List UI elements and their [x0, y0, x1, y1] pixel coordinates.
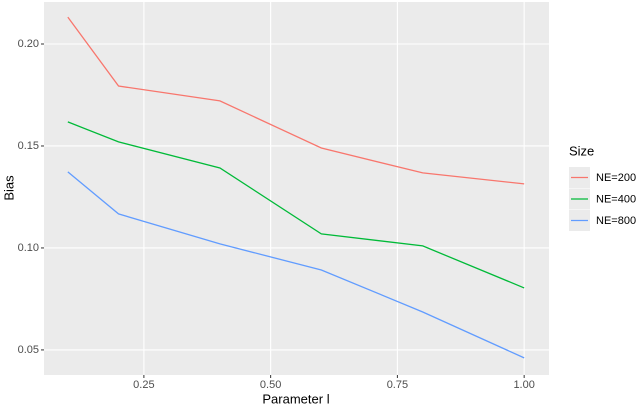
y-tick-label: 0.05 [18, 344, 39, 356]
panel [44, 2, 549, 375]
legend-label: NE=400 [596, 193, 636, 205]
y-tick-label: 0.10 [18, 242, 39, 254]
x-axis-title: Parameter l [262, 391, 329, 406]
x-tick-label: 0.50 [260, 379, 281, 391]
y-tick-label: 0.20 [18, 38, 39, 50]
x-tick-label: 0.75 [387, 379, 408, 391]
x-tick-label: 0.25 [133, 379, 154, 391]
line [67, 171, 525, 359]
legend-title: Size [569, 143, 594, 158]
legend-label: NE=200 [596, 172, 636, 184]
line [67, 121, 525, 289]
legend-label: NE=800 [596, 215, 636, 227]
x-tick-label: 1.00 [513, 379, 534, 391]
y-tick-label: 0.15 [18, 140, 39, 152]
line [67, 16, 525, 185]
y-axis-title: Bias [1, 175, 16, 201]
